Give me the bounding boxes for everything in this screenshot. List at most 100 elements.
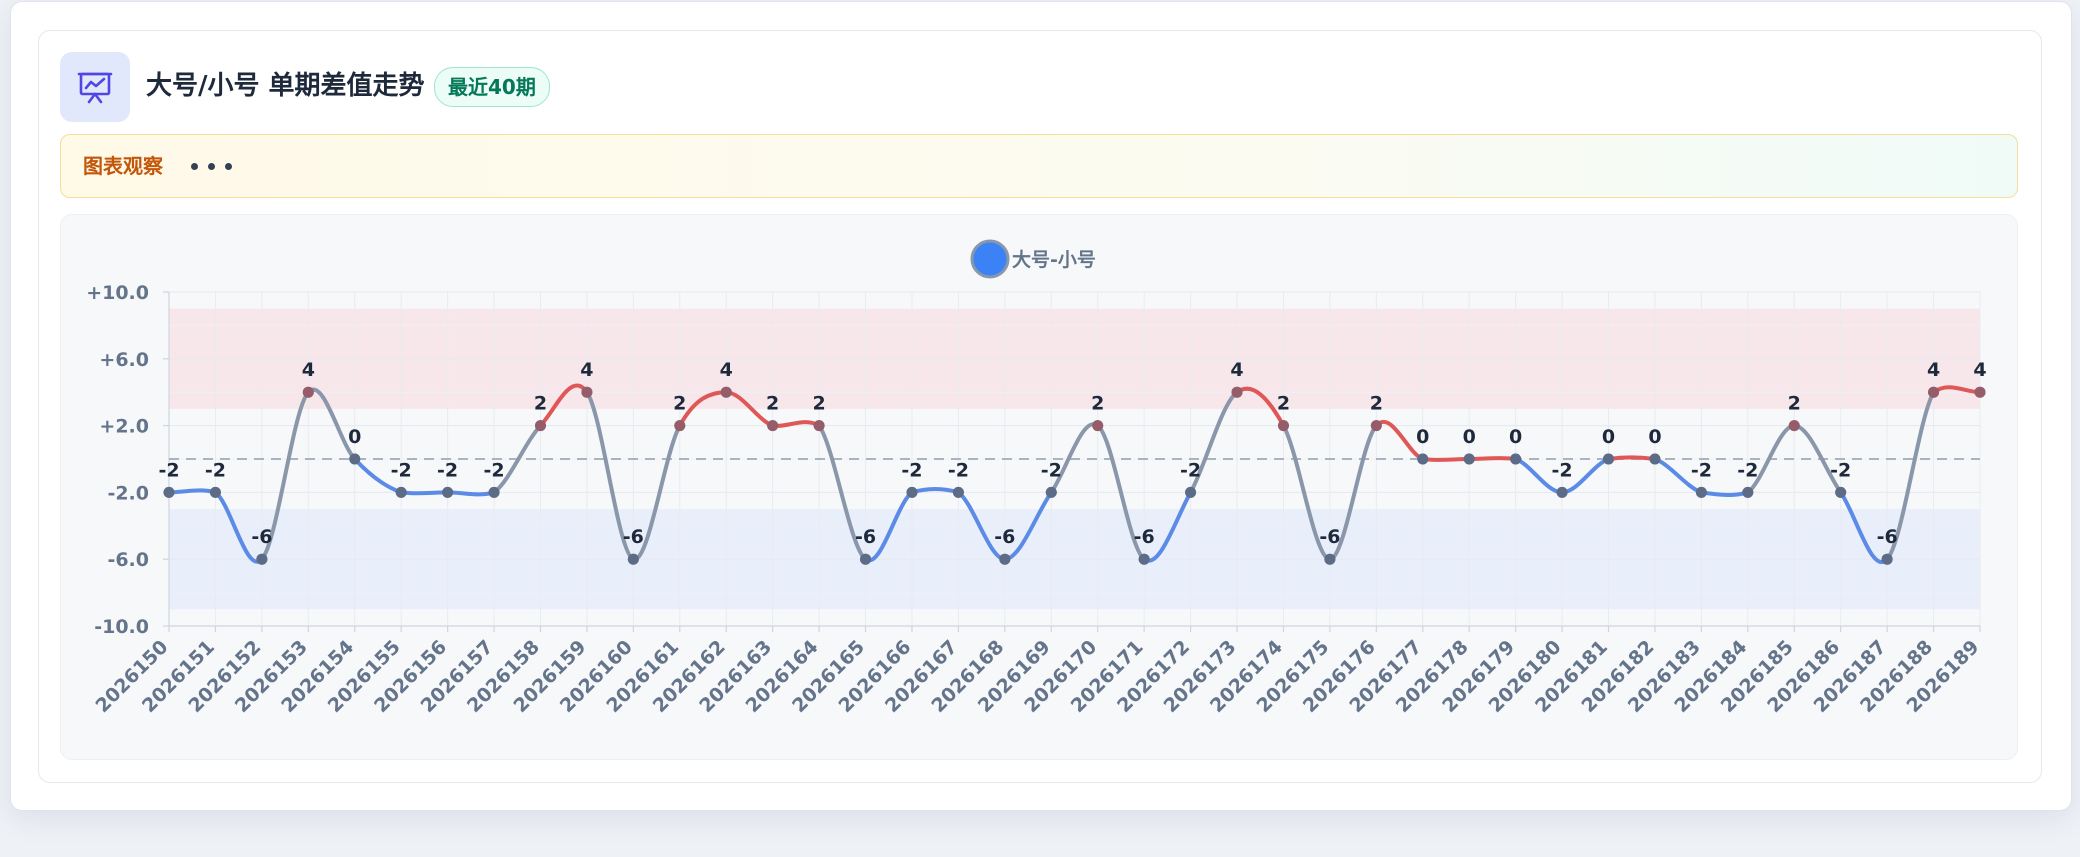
data-point-fill [1045, 486, 1057, 498]
series-line-segment [1885, 390, 1936, 562]
series-line-segment [1281, 423, 1332, 562]
data-point-fill [1092, 420, 1104, 432]
data-label: 0 [1602, 426, 1615, 448]
data-point-fill [1974, 386, 1986, 398]
data-label: -6 [1877, 526, 1898, 548]
data-point-fill [442, 486, 454, 498]
data-label: -2 [1691, 459, 1712, 481]
data-point-fill [860, 553, 872, 565]
legend-marker [970, 239, 1010, 279]
data-label: 2 [1788, 393, 1801, 415]
line-chart: +10.0+6.0+2.0-2.0-6.0-10.020261502026151… [86, 239, 1987, 717]
data-label: -6 [251, 526, 272, 548]
series-line-segment [909, 487, 961, 495]
data-label: -2 [901, 459, 922, 481]
data-point-fill [1277, 420, 1289, 432]
data-point-fill [395, 486, 407, 498]
y-tick-label: -10.0 [94, 616, 149, 638]
series-line-segment [1188, 390, 1240, 495]
data-label: -2 [158, 459, 179, 481]
chart-title: 大号/小号 单期差值走势 [146, 71, 425, 101]
y-tick-label: +6.0 [99, 349, 149, 371]
data-point-fill [1835, 486, 1847, 498]
data-label: 2 [673, 393, 686, 415]
data-label: 0 [1463, 426, 1476, 448]
data-point-fill [256, 553, 268, 565]
y-tick-label: -6.0 [107, 549, 149, 571]
data-point-fill [906, 486, 918, 498]
series-line-segment [1467, 456, 1518, 461]
data-point-fill [1370, 420, 1382, 432]
data-label: 0 [1648, 426, 1661, 448]
series-line-segment [399, 490, 450, 496]
series-line-segment [584, 390, 636, 562]
series-line-segment [817, 423, 868, 562]
series-line-segment [1606, 455, 1657, 461]
data-label: -6 [855, 526, 876, 548]
data-label: -2 [1180, 459, 1201, 481]
data-point-fill [1463, 453, 1475, 465]
data-point-fill [1324, 553, 1336, 565]
data-point-fill [813, 420, 825, 432]
data-label: 2 [1370, 393, 1383, 415]
y-tick-label: +2.0 [99, 416, 149, 438]
data-point-fill [581, 386, 593, 398]
data-point-fill [302, 386, 314, 398]
data-label: 2 [1091, 393, 1104, 415]
data-point-fill [952, 486, 964, 498]
data-point-fill [1928, 386, 1940, 398]
data-label: 0 [1509, 426, 1522, 448]
data-label: 4 [1973, 359, 1986, 381]
data-point-fill [720, 386, 732, 398]
data-point-fill [1231, 386, 1243, 398]
data-point-fill [1603, 453, 1615, 465]
data-label: 2 [1277, 393, 1290, 415]
observation-label: 图表观察 [83, 154, 163, 178]
data-label: -2 [948, 459, 969, 481]
data-point-fill [767, 420, 779, 432]
data-label: -6 [1134, 526, 1155, 548]
data-point-fill [1185, 486, 1197, 498]
data-label: 4 [302, 359, 315, 381]
data-label: -2 [205, 459, 226, 481]
period-badge: 最近40期 [434, 67, 550, 107]
series-line-segment [538, 383, 589, 428]
data-label: -6 [994, 526, 1015, 548]
data-point-fill [1742, 486, 1754, 498]
data-label: 2 [534, 393, 547, 415]
presentation-chart-icon [60, 52, 130, 122]
data-point-fill [534, 420, 546, 432]
data-point-fill [627, 553, 639, 565]
legend-label: 大号-小号 [1012, 248, 1096, 271]
data-point-fill [1510, 453, 1522, 465]
y-tick-label: +10.0 [86, 282, 149, 304]
data-point-fill [1649, 453, 1661, 465]
data-label: -2 [1552, 459, 1573, 481]
data-point-fill [999, 553, 1011, 565]
data-label: 0 [1416, 426, 1429, 448]
series-line-segment [1327, 423, 1379, 562]
data-label: 2 [812, 393, 825, 415]
data-point-fill [1556, 486, 1568, 498]
series-line-segment [1095, 423, 1147, 562]
observation-panel: 图表观察 [60, 134, 2018, 198]
data-point-fill [1881, 553, 1893, 565]
data-point-fill [488, 486, 500, 498]
chart-panel: +10.0 +6.0 +2.0 -2.0 -6.0 -10.0 2026150 2026151… [60, 214, 2018, 760]
data-point-fill [209, 486, 221, 498]
data-label: 0 [348, 426, 361, 448]
data-label: -2 [483, 459, 504, 481]
data-point-fill [1695, 486, 1707, 498]
data-label: -2 [1041, 459, 1062, 481]
data-label: -6 [623, 526, 644, 548]
data-label: -6 [1319, 526, 1340, 548]
series-line-segment [1838, 490, 1890, 564]
ellipsis-icon [191, 153, 232, 179]
data-label: -2 [437, 459, 458, 481]
data-point-fill [163, 486, 175, 498]
data-label: 4 [580, 359, 593, 381]
data-label: 4 [1927, 359, 1940, 381]
data-point-fill [1417, 453, 1429, 465]
series-line-segment [259, 390, 311, 562]
series-line-segment [631, 423, 682, 562]
